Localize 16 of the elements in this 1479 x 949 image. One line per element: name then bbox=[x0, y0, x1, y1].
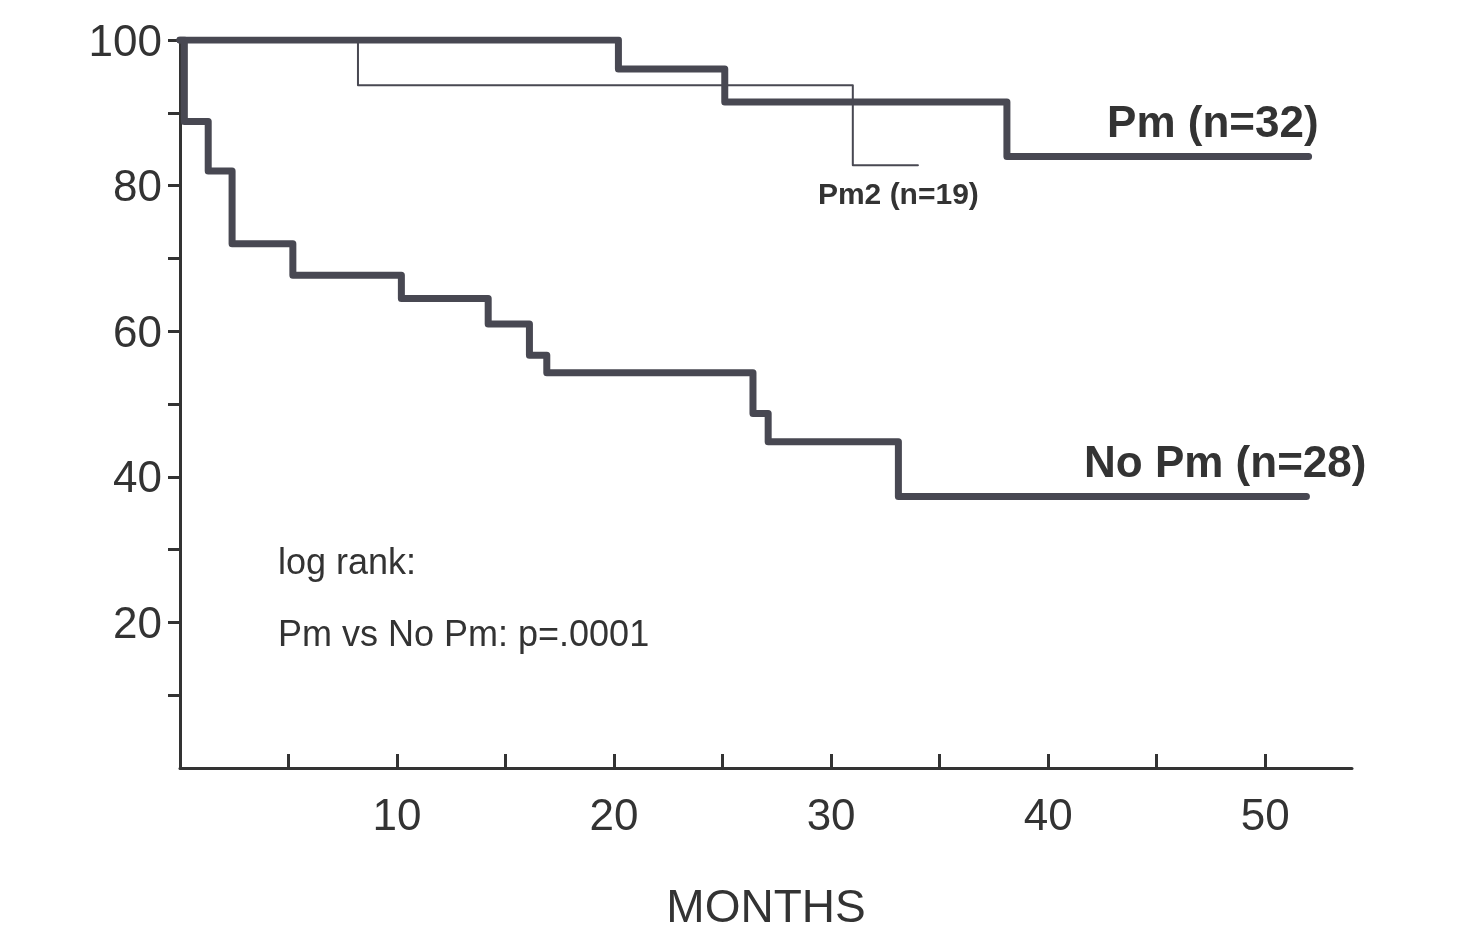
series-label: Pm2 (n=19) bbox=[817, 176, 979, 210]
x-tick-label: 30 bbox=[806, 789, 856, 839]
y-tick-label: 40 bbox=[113, 452, 162, 502]
x-axis-title: MONTHS bbox=[666, 880, 866, 932]
y-tick-label: 80 bbox=[113, 161, 162, 211]
annotation: Pm vs No Pm: p=.0001 bbox=[278, 612, 650, 654]
series-label: Pm (n=32) bbox=[1107, 96, 1319, 146]
y-tick-label: 60 bbox=[113, 306, 162, 356]
x-tick-label: 50 bbox=[1240, 789, 1290, 839]
y-tick-label: 20 bbox=[113, 597, 162, 647]
annotation: log rank: bbox=[278, 540, 417, 582]
x-tick-label: 20 bbox=[589, 789, 639, 839]
y-tick-label: 100 bbox=[88, 15, 162, 65]
x-tick-label: 10 bbox=[372, 789, 422, 839]
series-label: No Pm (n=28) bbox=[1084, 436, 1367, 486]
x-tick-label: 40 bbox=[1023, 789, 1073, 839]
